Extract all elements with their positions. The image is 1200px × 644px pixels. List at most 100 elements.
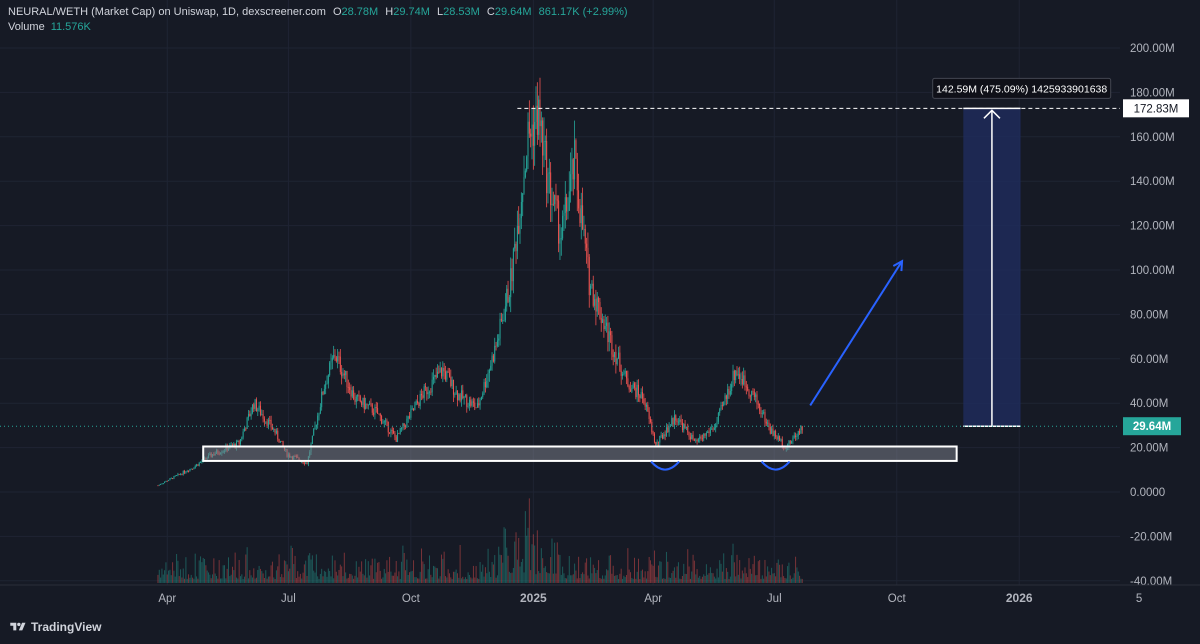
candle-body	[253, 404, 255, 409]
candle-body	[543, 141, 545, 156]
volume-bar	[354, 575, 356, 583]
volume-bar	[780, 577, 782, 583]
candle-body	[180, 474, 182, 475]
volume-bar	[596, 570, 598, 583]
volume-bar	[626, 575, 628, 583]
candle-body	[588, 256, 590, 296]
candle-body	[197, 464, 199, 466]
volume-bar	[793, 573, 795, 583]
candle-body	[170, 478, 172, 479]
candle-body	[656, 441, 658, 445]
volume-bar	[516, 559, 518, 583]
volume-bar	[640, 570, 642, 583]
volume-bar	[644, 571, 646, 583]
volume-bar	[389, 556, 391, 583]
candle-body	[771, 428, 773, 434]
candle-body	[575, 140, 577, 159]
drawing-annotations[interactable]: 142.59M (475.09%) 1425933901638	[0, 77, 1120, 471]
candle-body	[620, 370, 622, 376]
volume-bar	[164, 570, 166, 583]
volume-bar	[334, 560, 336, 583]
volume-bar	[563, 573, 565, 583]
candle-body	[365, 403, 367, 410]
volume-bar	[267, 576, 269, 583]
candle-body	[744, 375, 746, 387]
time-axis[interactable]: Apr Jul Oct 2025 Apr Jul Oct 2026 5	[0, 584, 1200, 605]
volume-bar	[487, 548, 489, 583]
change-value: 861.17K (+2.99%)	[538, 6, 628, 18]
volume-bar	[590, 557, 592, 583]
candle-body	[510, 268, 512, 298]
candle-body	[373, 412, 375, 415]
candle-body	[422, 395, 424, 398]
high-value: 29.74M	[393, 6, 430, 18]
price-chart[interactable]: 142.59M (475.09%) 1425933901638 200.00M 1…	[0, 0, 1200, 612]
volume-bar	[795, 556, 797, 583]
price-tick-label: 120.00M	[1130, 221, 1175, 233]
candle-body	[576, 158, 578, 191]
candle-body	[165, 480, 167, 483]
volume-bar	[504, 528, 506, 583]
time-tick-label: Jul	[767, 593, 782, 605]
volume-bar	[506, 547, 508, 583]
volume-bar	[462, 576, 464, 583]
volume-bar	[222, 565, 224, 583]
volume-bar	[555, 573, 557, 583]
candle-body	[761, 413, 763, 415]
volume-bar	[414, 577, 416, 583]
candle-body	[265, 421, 267, 423]
volume-bar	[660, 561, 662, 583]
price-tick-label: 0.0000	[1130, 487, 1165, 499]
volume-bar	[791, 578, 793, 583]
volume-bar	[697, 577, 699, 583]
volume-bar	[490, 576, 492, 583]
candle-body	[584, 228, 586, 244]
candle-body	[752, 391, 754, 393]
volume-bar	[776, 562, 778, 583]
candle-body	[562, 215, 564, 239]
candle-body	[405, 425, 407, 427]
volume-bar	[329, 570, 331, 583]
volume-bar	[598, 560, 600, 583]
volume-bar	[166, 574, 168, 583]
candle-body	[526, 156, 528, 171]
candle-body	[647, 404, 649, 412]
volume-bar	[297, 571, 299, 583]
volume-bar	[235, 577, 237, 583]
candle-body	[676, 420, 678, 423]
price-axis[interactable]: 200.00M 180.00M 160.00M 140.00M 120.00M 100.0…	[1120, 0, 1200, 612]
volume-label: Volume	[8, 21, 45, 33]
candle-body	[626, 370, 628, 379]
volume-bar	[687, 549, 689, 583]
candle-body	[198, 462, 200, 466]
candle-body	[592, 283, 594, 306]
candle-body	[503, 320, 505, 322]
candle-body	[397, 433, 399, 442]
volume-bar	[221, 578, 223, 583]
tradingview-brand[interactable]: TradingView	[10, 620, 101, 634]
volume-bar	[495, 577, 497, 583]
candle-body	[684, 424, 686, 428]
candle-body	[363, 397, 365, 410]
volume-bar	[165, 562, 167, 583]
candle-body	[305, 462, 307, 464]
volume-bar	[716, 568, 718, 583]
volume-bar	[182, 568, 184, 583]
volume-bar	[560, 574, 562, 583]
candle-body	[729, 390, 731, 395]
volume-bar	[632, 578, 634, 583]
volume-bar	[797, 571, 799, 583]
volume-bar	[254, 578, 256, 583]
volume-bar	[615, 575, 617, 583]
volume-bar	[386, 560, 388, 583]
candle-body	[554, 195, 556, 205]
volume-bar	[801, 578, 803, 583]
candle-body	[668, 426, 670, 433]
volume-bar	[275, 570, 277, 583]
candle-body	[463, 396, 465, 399]
candle-body	[255, 399, 257, 412]
candle-body	[614, 351, 616, 357]
candle-body	[743, 375, 745, 385]
candle-body	[723, 401, 725, 406]
volume-bar	[639, 578, 641, 583]
